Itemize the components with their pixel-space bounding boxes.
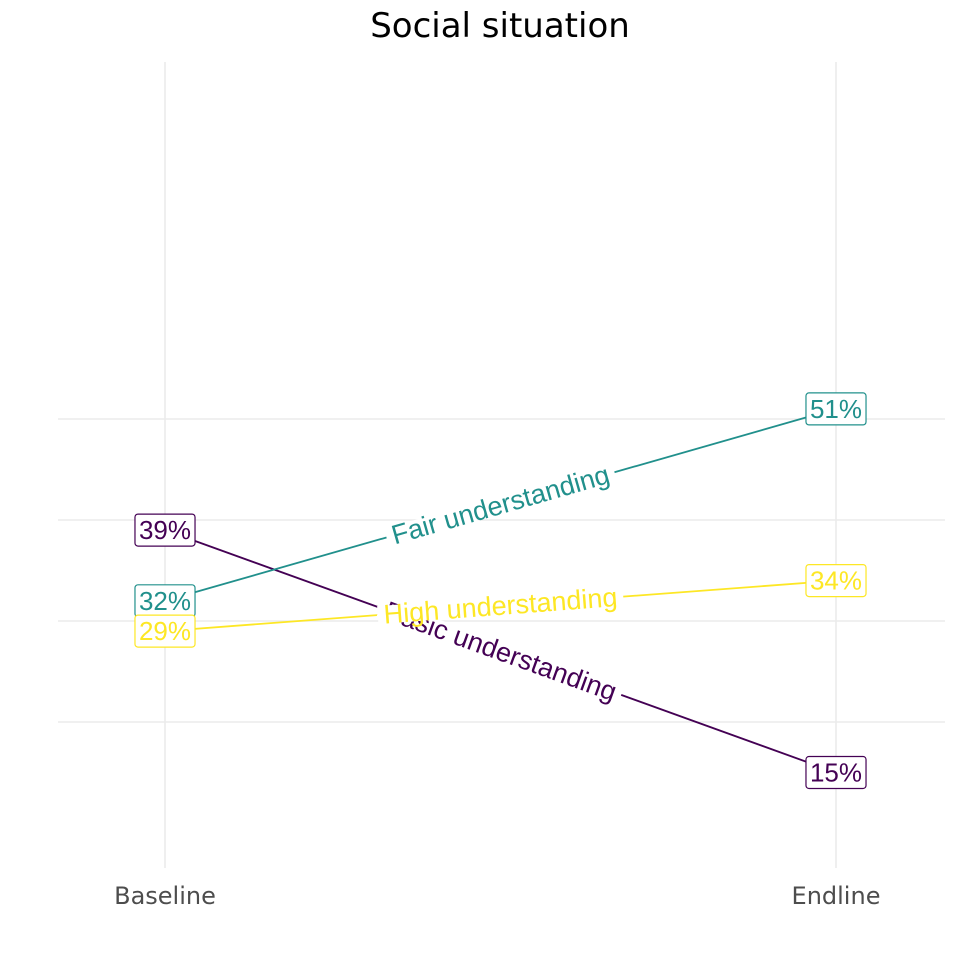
series-label: High understanding [383,582,619,629]
value-label: 15% [810,758,862,788]
series-label-background [384,463,617,547]
value-label-box [805,563,867,598]
value-label: 39% [139,515,191,545]
value-label: 34% [810,566,862,596]
series-label-background [376,599,625,704]
value-label: 51% [810,394,862,424]
value-label: 32% [139,586,191,616]
grid-lines [58,62,945,868]
value-label-box [805,755,867,790]
x-tick-label: Endline [792,882,881,910]
series-label-background [377,587,624,625]
value-label-box [134,513,196,547]
value-label: 29% [139,616,191,646]
x-tick-label: Baseline [114,882,216,910]
value-labels: 39% 15% 32% 51% 29% 34% [134,392,867,790]
series-label: Fair understanding [388,459,613,550]
value-label-box [134,614,196,648]
value-label-box [805,392,867,426]
chart-title: Social situation [370,6,630,46]
x-axis: Baseline Endline [114,882,880,910]
